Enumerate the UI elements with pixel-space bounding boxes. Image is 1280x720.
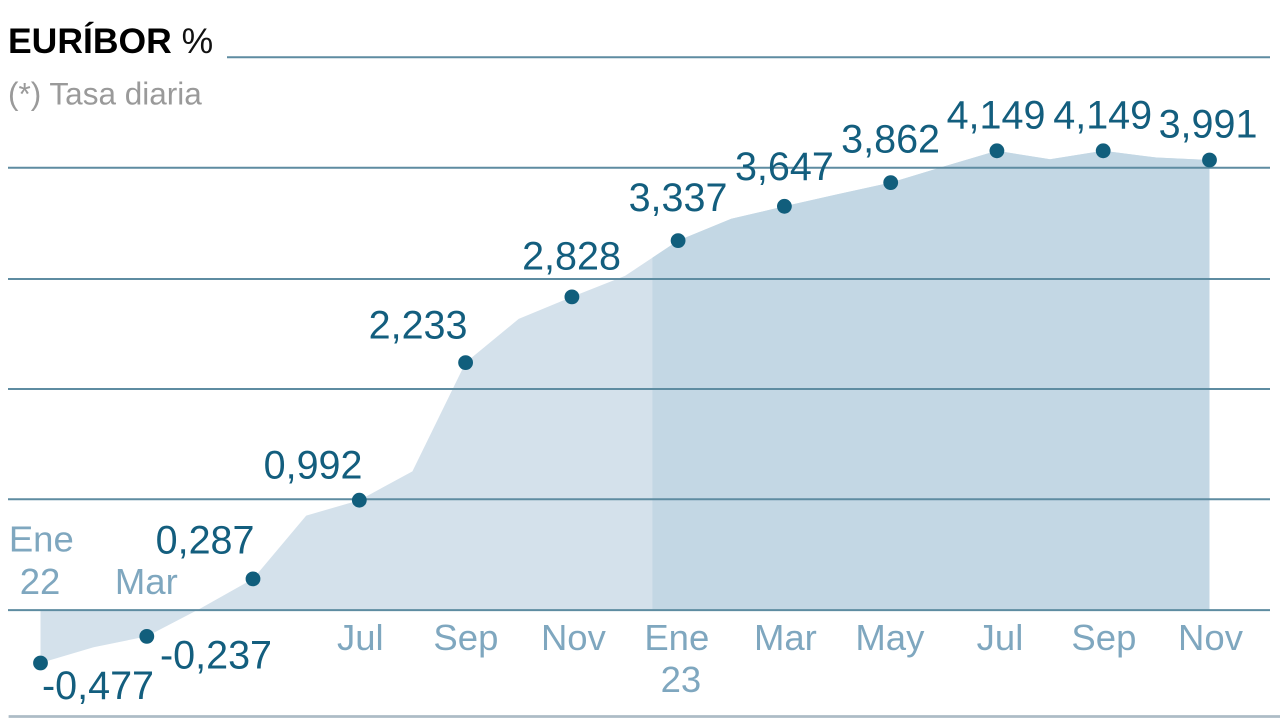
svg-text:3,647: 3,647 <box>735 145 834 189</box>
svg-text:Sep: Sep <box>433 617 498 658</box>
svg-text:Nov: Nov <box>1178 617 1244 658</box>
svg-text:Jul: Jul <box>337 617 384 658</box>
svg-text:Sep: Sep <box>1071 617 1136 658</box>
svg-text:4,149: 4,149 <box>947 94 1046 138</box>
svg-text:4,149: 4,149 <box>1053 94 1152 138</box>
svg-text:-0,237: -0,237 <box>160 634 272 678</box>
svg-text:Jul: Jul <box>977 617 1024 658</box>
svg-text:May: May <box>855 617 925 658</box>
svg-text:22: 22 <box>20 561 61 602</box>
svg-text:3,991: 3,991 <box>1159 103 1258 147</box>
svg-text:3,337: 3,337 <box>629 176 728 220</box>
svg-text:Mar: Mar <box>754 617 817 658</box>
svg-text:Ene: Ene <box>644 617 709 658</box>
svg-text:Ene: Ene <box>9 518 74 559</box>
svg-text:0,992: 0,992 <box>264 444 363 488</box>
svg-text:2,233: 2,233 <box>369 303 468 347</box>
svg-text:23: 23 <box>661 659 702 700</box>
svg-text:0,287: 0,287 <box>156 518 255 562</box>
svg-text:-0,477: -0,477 <box>42 664 154 708</box>
svg-text:3,862: 3,862 <box>841 117 940 161</box>
svg-text:(*) Tasa diaria: (*) Tasa diaria <box>8 75 202 111</box>
svg-text:Mar: Mar <box>115 561 178 602</box>
svg-text:EURÍBOR %: EURÍBOR % <box>8 21 213 61</box>
svg-text:Nov: Nov <box>541 617 607 658</box>
svg-text:2,828: 2,828 <box>522 234 621 278</box>
